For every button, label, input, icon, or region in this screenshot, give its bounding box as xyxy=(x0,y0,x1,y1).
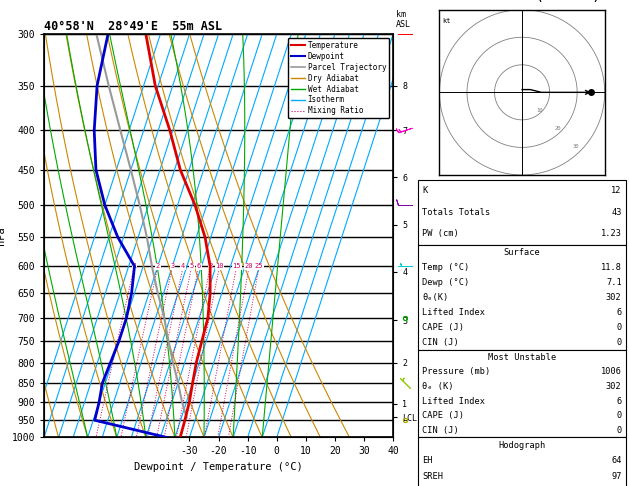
Text: 20: 20 xyxy=(555,126,561,131)
Text: Dewp (°C): Dewp (°C) xyxy=(423,278,470,287)
Text: CAPE (J): CAPE (J) xyxy=(423,411,464,420)
Bar xyxy=(418,244,626,350)
Text: 0: 0 xyxy=(616,338,621,347)
Text: Lifted Index: Lifted Index xyxy=(423,397,486,405)
Text: PW (cm): PW (cm) xyxy=(423,229,459,238)
Text: 1.23: 1.23 xyxy=(601,229,621,238)
Text: Most Unstable: Most Unstable xyxy=(488,353,556,362)
Text: SREH: SREH xyxy=(423,472,443,481)
Bar xyxy=(418,350,626,437)
Text: kt: kt xyxy=(442,18,451,24)
Text: 10: 10 xyxy=(215,263,224,269)
Text: 1006: 1006 xyxy=(601,367,621,377)
Text: 1: 1 xyxy=(132,263,136,269)
Text: 4: 4 xyxy=(181,263,186,269)
Text: 3: 3 xyxy=(170,263,175,269)
Text: 5: 5 xyxy=(189,263,194,269)
Y-axis label: Mixing Ratio (g/kg): Mixing Ratio (g/kg) xyxy=(456,188,465,283)
Text: 2: 2 xyxy=(156,263,160,269)
Legend: Temperature, Dewpoint, Parcel Trajectory, Dry Adiabat, Wet Adiabat, Isotherm, Mi: Temperature, Dewpoint, Parcel Trajectory… xyxy=(287,38,389,119)
Text: 6: 6 xyxy=(197,263,201,269)
Text: 15: 15 xyxy=(232,263,241,269)
Text: 64: 64 xyxy=(611,456,621,466)
Text: CIN (J): CIN (J) xyxy=(423,426,459,434)
Text: 6: 6 xyxy=(616,397,621,405)
Text: 0: 0 xyxy=(616,426,621,434)
Text: 8: 8 xyxy=(208,263,213,269)
Text: θₑ(K): θₑ(K) xyxy=(423,293,448,302)
Text: 43: 43 xyxy=(611,208,621,217)
Text: 25: 25 xyxy=(255,263,264,269)
Bar xyxy=(418,437,626,486)
Text: 11.8: 11.8 xyxy=(601,263,621,272)
Text: CIN (J): CIN (J) xyxy=(423,338,459,347)
Text: 21.04.2024  12GMT  (Base: 12): 21.04.2024 12GMT (Base: 12) xyxy=(418,0,599,2)
Text: Pressure (mb): Pressure (mb) xyxy=(423,367,491,377)
Text: 302: 302 xyxy=(606,293,621,302)
Text: 40°58'N  28°49'E  55m ASL: 40°58'N 28°49'E 55m ASL xyxy=(44,20,222,33)
Text: km
ASL: km ASL xyxy=(396,10,411,29)
Text: 6: 6 xyxy=(616,308,621,317)
Text: K: K xyxy=(423,186,428,195)
Text: 7.1: 7.1 xyxy=(606,278,621,287)
Text: Temp (°C): Temp (°C) xyxy=(423,263,470,272)
Text: Hodograph: Hodograph xyxy=(498,441,546,450)
Text: θₑ (K): θₑ (K) xyxy=(423,382,454,391)
Text: 0: 0 xyxy=(616,411,621,420)
Text: 10: 10 xyxy=(537,108,543,113)
Text: 30: 30 xyxy=(572,143,579,149)
X-axis label: Dewpoint / Temperature (°C): Dewpoint / Temperature (°C) xyxy=(134,462,303,472)
Text: 0: 0 xyxy=(616,323,621,332)
Text: 20: 20 xyxy=(245,263,253,269)
Text: CAPE (J): CAPE (J) xyxy=(423,323,464,332)
Text: EH: EH xyxy=(423,456,433,466)
Text: Surface: Surface xyxy=(504,248,540,257)
Text: Totals Totals: Totals Totals xyxy=(423,208,491,217)
Bar xyxy=(418,180,626,244)
Y-axis label: hPa: hPa xyxy=(0,226,6,245)
Text: 302: 302 xyxy=(606,382,621,391)
Text: 12: 12 xyxy=(611,186,621,195)
Text: Lifted Index: Lifted Index xyxy=(423,308,486,317)
Text: 97: 97 xyxy=(611,472,621,481)
